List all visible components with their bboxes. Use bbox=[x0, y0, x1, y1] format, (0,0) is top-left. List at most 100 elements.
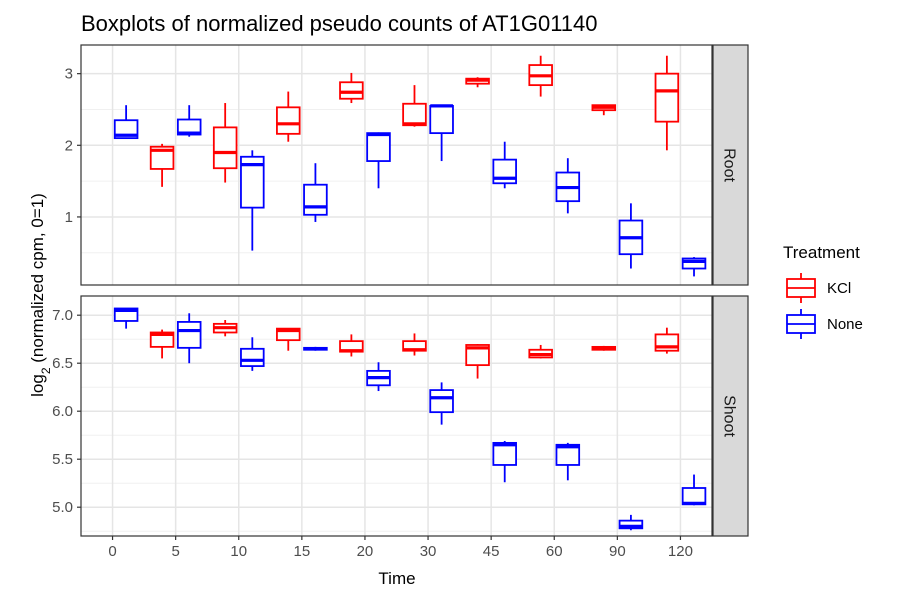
legend-label: KCl bbox=[827, 280, 851, 297]
x-tick-label: 90 bbox=[609, 543, 626, 560]
box-none-30 bbox=[429, 382, 454, 425]
box-kcl-15 bbox=[276, 327, 301, 351]
box-none-5 bbox=[176, 105, 202, 137]
box-body bbox=[681, 257, 707, 270]
box-kcl-15 bbox=[276, 91, 301, 142]
x-tick-label: 30 bbox=[420, 543, 437, 560]
box-body bbox=[240, 347, 265, 367]
box-kcl-5 bbox=[149, 329, 175, 359]
x-tick-label: 10 bbox=[230, 543, 247, 560]
box-kcl-30 bbox=[402, 85, 427, 127]
box-none-90 bbox=[618, 514, 644, 531]
box-body bbox=[149, 145, 175, 170]
box-none-120 bbox=[681, 474, 707, 506]
y-tick-label: 2 bbox=[65, 137, 73, 154]
x-tick-label: 120 bbox=[668, 543, 693, 560]
box-none-45 bbox=[492, 141, 517, 189]
box-kcl-10 bbox=[212, 320, 238, 337]
box-body bbox=[654, 72, 680, 123]
box-body bbox=[276, 106, 301, 135]
y-axis-title: log2 (normalized cpm, 0=1) bbox=[28, 193, 53, 397]
box-kcl-60 bbox=[528, 55, 553, 97]
box-body bbox=[402, 102, 427, 127]
box-kcl-90 bbox=[591, 104, 617, 116]
legend-item-kcl: KCl bbox=[786, 273, 851, 303]
facet-strip-label: Shoot bbox=[721, 395, 738, 437]
box-none-20 bbox=[366, 362, 391, 392]
x-axis: 0 5 10 15 20 30 45 60 90 120 bbox=[108, 536, 693, 560]
x-tick-label: 15 bbox=[294, 543, 311, 560]
box-none-0 bbox=[113, 307, 139, 329]
box-kcl-120 bbox=[654, 55, 680, 151]
box-body bbox=[465, 344, 490, 367]
facet-panels: 1 2 3 Root 5.0 5.5 6.0 6.5 7.0 Shoot bbox=[52, 44, 749, 537]
box-none-15 bbox=[303, 163, 328, 222]
box-body bbox=[366, 132, 391, 162]
box-kcl-30 bbox=[402, 333, 427, 356]
panel-shoot: 5.0 5.5 6.0 6.5 7.0 Shoot bbox=[52, 295, 749, 537]
panel-border bbox=[80, 44, 713, 286]
box-kcl-20 bbox=[339, 334, 364, 357]
y-axis-title-main: log bbox=[28, 374, 47, 397]
x-axis-title: Time bbox=[378, 569, 415, 588]
box-body bbox=[212, 126, 238, 170]
panel-background bbox=[81, 45, 712, 285]
box-body bbox=[555, 443, 581, 466]
box-body bbox=[618, 519, 644, 530]
legend-title: Treatment bbox=[783, 243, 860, 262]
box-none-0 bbox=[113, 105, 139, 140]
y-axis-title-subscript: 2 bbox=[39, 367, 53, 374]
box-body bbox=[303, 183, 328, 216]
y-tick-label: 1 bbox=[65, 209, 73, 226]
box-body bbox=[492, 441, 517, 466]
box-none-30 bbox=[429, 104, 454, 162]
box-kcl-45 bbox=[465, 344, 490, 379]
box-body bbox=[240, 155, 265, 209]
chart-title: Boxplots of normalized pseudo counts of … bbox=[81, 11, 598, 36]
box-kcl-90 bbox=[591, 345, 617, 351]
legend-item-none: None bbox=[786, 309, 863, 339]
box-none-120 bbox=[681, 257, 707, 277]
x-tick-label: 20 bbox=[357, 543, 374, 560]
facet-strip-label: Root bbox=[721, 148, 738, 182]
legend: Treatment KCl None bbox=[783, 243, 863, 339]
y-tick-label: 5.0 bbox=[52, 499, 73, 516]
box-body bbox=[276, 327, 301, 342]
box-body bbox=[339, 81, 364, 100]
x-tick-label: 45 bbox=[483, 543, 500, 560]
y-tick-label: 3 bbox=[65, 66, 73, 83]
box-none-90 bbox=[618, 203, 644, 269]
y-axis-title-rest: (normalized cpm, 0=1) bbox=[28, 193, 47, 367]
box-none-45 bbox=[492, 440, 517, 483]
y-tick-label: 7.0 bbox=[52, 307, 73, 324]
facet-strip bbox=[712, 44, 749, 286]
box-none-10 bbox=[240, 150, 265, 251]
x-tick-label: 60 bbox=[546, 543, 563, 560]
box-kcl-5 bbox=[149, 143, 175, 187]
y-tick-label: 6.5 bbox=[52, 355, 73, 372]
y-tick-label: 6.0 bbox=[52, 403, 73, 420]
box-none-20 bbox=[366, 132, 391, 189]
panel-root: 1 2 3 Root bbox=[65, 44, 749, 286]
box-kcl-10 bbox=[212, 103, 238, 183]
box-none-15 bbox=[303, 346, 328, 351]
facet-strip bbox=[712, 295, 749, 537]
x-tick-label: 0 bbox=[108, 543, 116, 560]
box-none-60 bbox=[555, 158, 581, 214]
panel-border bbox=[80, 295, 713, 537]
x-tick-label: 5 bbox=[171, 543, 179, 560]
box-kcl-120 bbox=[654, 327, 680, 354]
box-body bbox=[429, 104, 454, 135]
box-kcl-45 bbox=[465, 77, 490, 88]
legend-label: None bbox=[827, 316, 863, 333]
box-body bbox=[429, 389, 454, 414]
box-kcl-60 bbox=[528, 344, 553, 359]
box-none-10 bbox=[240, 337, 265, 371]
box-body bbox=[113, 119, 139, 140]
box-body bbox=[149, 331, 175, 348]
box-kcl-20 bbox=[339, 72, 364, 104]
box-none-5 bbox=[176, 313, 202, 364]
y-tick-label: 5.5 bbox=[52, 451, 73, 468]
box-none-60 bbox=[555, 442, 581, 481]
